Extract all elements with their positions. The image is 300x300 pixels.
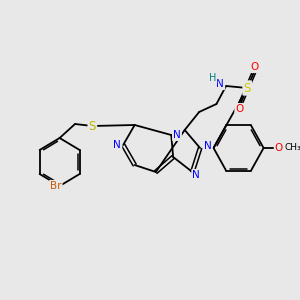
Text: O: O — [236, 104, 244, 114]
Text: CH₃: CH₃ — [284, 143, 300, 152]
Text: N: N — [173, 130, 181, 140]
Text: H: H — [209, 73, 216, 83]
Text: N: N — [216, 79, 224, 89]
Text: N: N — [192, 170, 200, 180]
Text: Br: Br — [50, 181, 61, 191]
Text: N: N — [113, 140, 121, 150]
Text: S: S — [89, 119, 96, 133]
Text: O: O — [251, 62, 259, 72]
Text: S: S — [244, 82, 251, 94]
Text: O: O — [275, 143, 283, 153]
Text: N: N — [204, 141, 212, 151]
